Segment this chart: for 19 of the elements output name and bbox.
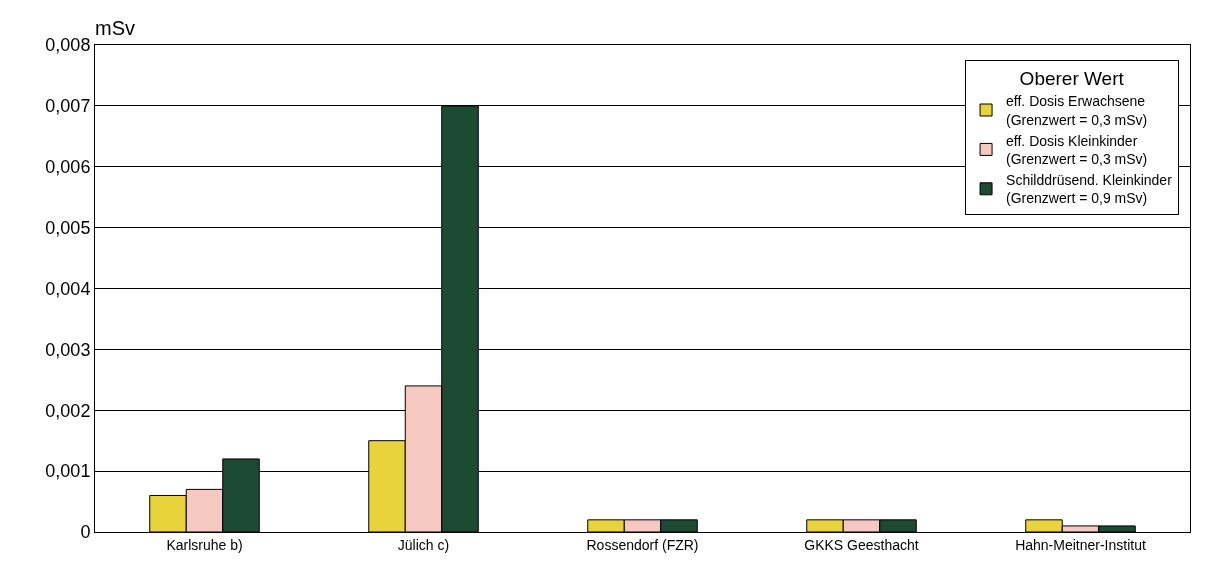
- y-axis-title: mSv: [95, 17, 135, 39]
- legend-label: eff. Dosis Kleinkinder (Grenzwert = 0,3 mSv): [1006, 132, 1148, 167]
- y-tick-label: 0: [80, 522, 91, 543]
- y-tick-label: 0,003: [45, 339, 91, 360]
- legend-label: Schilddrüsend. Kleinkinder (Grenzwert = 0,9 mSv): [1006, 172, 1173, 207]
- x-tick-label: Rossendorf (FZR): [586, 536, 699, 553]
- legend-label: eff. Dosis Erwachsene (Grenzwert = 0,3 mSv): [1006, 93, 1148, 128]
- y-tick-label: 0,007: [45, 96, 91, 117]
- y-tick-label: 0,004: [45, 278, 91, 299]
- x-tick-label: GKKS Geesthacht: [804, 536, 919, 553]
- y-tick-label: 0,002: [45, 400, 91, 421]
- y-tick-label: 0,005: [45, 217, 91, 238]
- y-tick-label: 0,006: [45, 157, 91, 178]
- y-tick-label: 0,008: [45, 35, 91, 56]
- y-tick-label: 0,001: [45, 461, 91, 482]
- legend-title: Oberer Wert: [1019, 68, 1125, 90]
- x-tick-label: Jülich c): [397, 536, 450, 553]
- x-tick-label: Karlsruhe b): [166, 536, 243, 553]
- x-tick-label: Hahn-Meitner-Institut: [1015, 536, 1146, 553]
